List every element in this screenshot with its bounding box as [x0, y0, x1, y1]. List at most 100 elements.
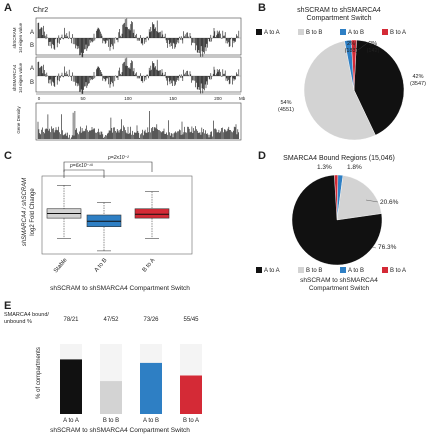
- pie-slice-b-to-b: [303, 40, 376, 141]
- gene-density-signal: [37, 111, 239, 139]
- panel-d-footer-2: Compartment Switch: [309, 285, 370, 292]
- panel-c-boxes: [46, 185, 170, 252]
- ratio-header-2: unbound %: [4, 319, 32, 325]
- category-label-1: A to B: [94, 257, 109, 273]
- box-2: [134, 208, 170, 219]
- legend-swatch-3: [382, 29, 388, 35]
- ratio-label-2: 73/26: [143, 317, 159, 323]
- panel-b-legend: A to A B to B A to B B to A: [256, 29, 406, 36]
- legend-swatch-1: [298, 29, 304, 35]
- track1-label-a: A: [30, 30, 34, 36]
- track2-label-b: B: [30, 80, 34, 86]
- panel-d-slice-labels: 76.3% 20.6% 1.8% 1.3%: [317, 164, 399, 251]
- legend-label-0: A to A: [264, 30, 280, 36]
- tick-0: 0: [38, 96, 41, 101]
- panel-b-pie-slices: [303, 39, 405, 141]
- slice-percent-3: 2%: [369, 41, 377, 47]
- bar-0: [60, 359, 82, 414]
- legend-swatch-0: [256, 29, 262, 35]
- track3-axis-label: Gene Density: [16, 106, 21, 134]
- panel-c-letter: C: [4, 150, 12, 162]
- ratio-label-0: 78/21: [63, 317, 79, 323]
- track1-label-b: B: [30, 43, 34, 49]
- panel-d-pie-slices: [291, 174, 383, 266]
- bar-3: [180, 375, 202, 414]
- tick-50: 50: [80, 96, 86, 101]
- panel-b-title-2: Compartment Switch: [307, 15, 372, 22]
- panel-a-genome-tracks: Chr2 shSCRAM 1st eigen value shSMARCA4 1…: [12, 7, 246, 141]
- track1-eigen-bars: [37, 18, 240, 58]
- bar-2: [140, 362, 162, 414]
- category-label-0: Stable: [53, 257, 69, 274]
- pvalue-top: p=2x10⁻²: [107, 155, 129, 161]
- panel-c-boxplot: shSMARCA4 / shSCRAM log2 Fold Change Sta…: [22, 155, 193, 292]
- track2-label-a: A: [30, 66, 34, 72]
- slice-count-3: (142): [367, 48, 380, 54]
- track2-eigen-bars: [37, 57, 240, 94]
- slice-percent-1: 54%: [280, 100, 291, 106]
- slice-percent-d-0: 76.3%: [378, 244, 397, 251]
- legend-swatch-3: [382, 267, 388, 273]
- ratio-label-1: 47/52: [103, 317, 119, 323]
- panel-c-xlabel: shSCRAM to shSMARCA4 Compartment Switch: [50, 285, 190, 292]
- slice-percent-d-1: 20.6%: [380, 199, 399, 206]
- leader-76: [371, 246, 377, 249]
- tick-200: 200: [214, 96, 222, 101]
- legend-swatch-0: [256, 267, 262, 273]
- ratio-header-1: SMARCA4 bound/: [4, 312, 49, 318]
- pie-slice-b-to-b: [336, 175, 382, 221]
- slice-percent-d-3: 1.3%: [317, 164, 332, 171]
- panel-c-ylabel-1: shSMARCA4 / shSCRAM: [22, 178, 28, 246]
- leader-20: [365, 199, 379, 203]
- pie-slice-a-to-a: [291, 174, 383, 266]
- chrom-label: Chr2: [33, 7, 48, 14]
- slice-percent-d-2: 1.8%: [347, 164, 362, 171]
- track2-label-line2: 1st eigen value: [18, 62, 23, 93]
- panel-d-pie: SMARCA4 Bound Regions (15,046) 76.3% 20.6…: [256, 155, 406, 292]
- legend-label-1: B to B: [306, 268, 322, 274]
- panel-c-category-labels: Stable A to B B to A: [53, 257, 157, 274]
- panel-e-xlabel: shSCRAM to shSMARCA4 Compartment Switch: [50, 427, 190, 434]
- gene-density-bars: [37, 111, 239, 139]
- pvalue-bottom: p=6x10⁻¹⁹: [69, 163, 93, 169]
- bar-category-1: B to B: [103, 418, 119, 424]
- bar-category-2: A to B: [143, 418, 159, 424]
- pie-slice-b-to-a: [351, 39, 357, 91]
- x-unit: Mb: [239, 96, 246, 101]
- slice-count-1: (4551): [278, 107, 294, 113]
- legend-label-2: A to B: [348, 268, 364, 274]
- panel-e-ylabel: % of compartments: [36, 347, 42, 399]
- track1-axis-label: shSCRAM 1st eigen value: [12, 22, 23, 53]
- slice-count-0: (3547): [410, 81, 426, 87]
- category-label-2: B to A: [142, 257, 157, 273]
- panel-e-bar-chart: SMARCA4 bound/ unbound % % of compartmen…: [4, 312, 202, 434]
- x-axis-ticks: 0 50 100 150 200 Mb: [36, 93, 246, 101]
- panel-c-plot-frame: [41, 175, 193, 255]
- legend-label-0: A to A: [264, 268, 280, 274]
- slice-percent-2: 2%: [347, 41, 355, 47]
- panel-b-title-1: shSCRAM to shSMARCA4: [297, 7, 381, 14]
- tick-150: 150: [169, 96, 177, 101]
- legend-label-3: B to A: [390, 268, 406, 274]
- panel-d-letter: D: [258, 150, 266, 162]
- slice-percent-0: 42%: [412, 74, 423, 80]
- bar-category-0: A to A: [63, 418, 79, 424]
- legend-swatch-1: [298, 267, 304, 273]
- panel-c-pvalue-brackets: [63, 161, 153, 178]
- track2-signal: [37, 57, 240, 94]
- pie-slice-a-to-a: [353, 39, 405, 136]
- panel-a-letter: A: [4, 2, 12, 14]
- panel-b-slice-labels: 42%(3547)54%(4551)2%(183)2%(142): [278, 40, 426, 113]
- track2-label-line1: shSMARCA4: [12, 64, 17, 91]
- panel-d-footer-1: shSCRAM to shSMARCA4: [300, 277, 378, 284]
- legend-label-3: B to A: [390, 30, 406, 36]
- bar-1: [100, 381, 122, 414]
- track2-frame: [35, 56, 242, 93]
- tick-100: 100: [124, 96, 132, 101]
- panel-b-letter: B: [258, 2, 266, 14]
- panel-d-title: SMARCA4 Bound Regions (15,046): [283, 155, 395, 162]
- track1-frame: [35, 17, 242, 56]
- legend-swatch-2: [340, 267, 346, 273]
- track1-signal: [37, 18, 240, 58]
- track1-label-line2: 1st eigen value: [18, 22, 23, 53]
